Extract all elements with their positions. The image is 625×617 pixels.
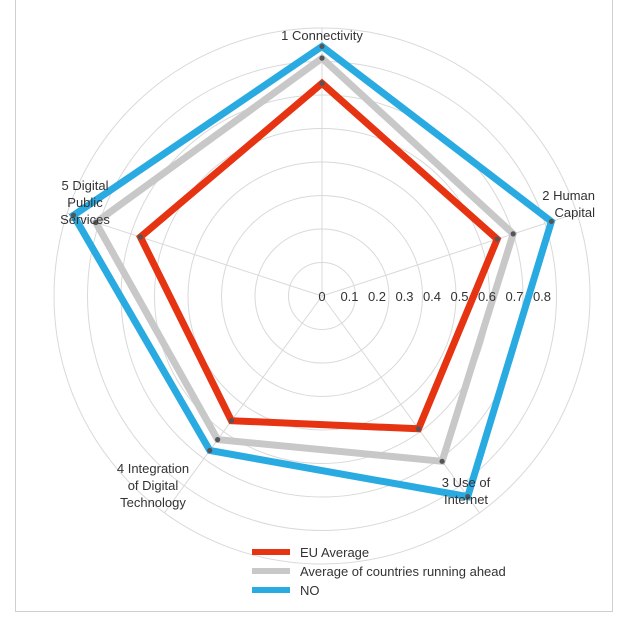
radar-series [68, 42, 556, 501]
legend-label: Average of countries running ahead [300, 564, 506, 579]
series-point [228, 418, 235, 424]
tick-label: 0.1 [340, 289, 358, 304]
grid-spoke [321, 212, 578, 297]
series-point [510, 231, 516, 237]
series-point [137, 234, 143, 240]
axis-label: 1 Connectivity [281, 28, 363, 43]
series-point [319, 80, 325, 86]
grid-spoke [321, 295, 480, 514]
tick-label: 0.4 [423, 289, 441, 304]
axis-label: 5 Digital Public Services [60, 178, 110, 227]
axis-label: 3 Use of Internet [442, 475, 491, 507]
series-point [207, 447, 213, 454]
tick-label: 0.6 [478, 289, 496, 304]
series-point [494, 236, 500, 242]
tick-label: 0 [318, 289, 325, 304]
series-point [93, 219, 99, 226]
grid-spoke [164, 295, 323, 514]
radial-tick-labels: 0 0.1 0.2 0.3 0.4 0.5 0.6 0.7 0.8 [318, 289, 551, 304]
series-point [215, 437, 221, 443]
radar-grid [53, 27, 591, 565]
tick-label: 0.8 [533, 289, 551, 304]
legend-label: EU Average [300, 545, 369, 560]
tick-label: 0.2 [368, 289, 386, 304]
grid-spoke [66, 212, 323, 297]
series-point [465, 493, 471, 500]
axis-labels: 1 Connectivity 2 Human Capital 3 Use of Inte… [60, 28, 595, 510]
tick-label: 0.3 [395, 289, 413, 304]
series-point [70, 212, 77, 218]
series-point [319, 55, 325, 61]
axis-label: 2 Human Capital [542, 188, 595, 220]
series-point [415, 426, 422, 432]
chart-frame [15, 0, 613, 612]
tick-label: 0.7 [505, 289, 523, 304]
series-line [136, 78, 502, 433]
series-point [548, 218, 554, 225]
tick-label: 0.5 [450, 289, 468, 304]
axis-label: 4 Integration of Digital Technology [117, 461, 189, 510]
series-point [319, 43, 325, 50]
legend-label: NO [300, 583, 320, 598]
series-point [439, 458, 445, 464]
legend: EU Average Average of countries running a… [252, 545, 506, 598]
series-line [91, 53, 518, 466]
series-line [68, 42, 556, 501]
